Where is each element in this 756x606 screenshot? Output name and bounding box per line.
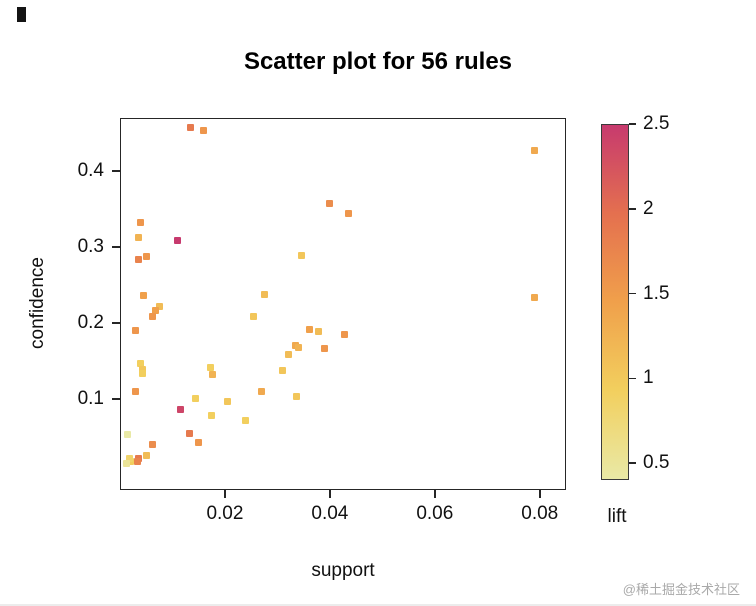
data-point <box>187 123 195 131</box>
data-point <box>155 302 163 310</box>
legend-tick-label: 1 <box>643 367 654 389</box>
data-point <box>139 365 147 373</box>
y-tick-label: 0.1 <box>77 387 104 409</box>
corner-mark <box>17 7 26 22</box>
y-tick-mark <box>112 170 120 172</box>
data-point <box>142 451 150 459</box>
chart-title: Scatter plot for 56 rules <box>243 48 513 75</box>
data-point <box>149 440 157 448</box>
watermark: @稀土掘金技术社区 <box>622 582 740 597</box>
data-point <box>344 210 352 218</box>
data-point <box>279 367 287 375</box>
data-point <box>137 360 145 368</box>
data-point <box>306 325 314 333</box>
data-point <box>138 369 146 377</box>
y-tick-label: 0.3 <box>77 236 104 258</box>
x-tick-label: 0.04 <box>311 503 349 524</box>
legend-tick-label: 2.5 <box>643 113 670 134</box>
y-tick-mark <box>112 398 120 400</box>
data-point <box>191 395 199 403</box>
legend-tick-label: 0.5 <box>643 452 670 474</box>
data-point <box>125 455 133 463</box>
data-point <box>134 234 142 242</box>
data-point <box>531 147 539 155</box>
legend-tick-mark <box>629 208 636 210</box>
data-point <box>200 126 208 134</box>
data-point <box>142 252 150 260</box>
y-axis-label: confidence <box>27 257 48 349</box>
data-point <box>176 406 184 414</box>
legend-tick-label: 1.5 <box>643 282 670 304</box>
data-point <box>293 393 301 401</box>
data-point <box>132 387 140 395</box>
data-point <box>321 345 329 353</box>
legend-tick-mark <box>629 462 636 464</box>
colorbar-gradient <box>601 124 629 480</box>
data-point <box>297 251 305 259</box>
data-point <box>186 429 194 437</box>
y-tick-mark <box>112 322 120 324</box>
legend-tick-mark <box>629 292 636 295</box>
data-point <box>124 431 132 439</box>
data-point <box>209 371 217 379</box>
x-tick-mark <box>539 490 541 498</box>
data-point <box>133 457 141 465</box>
legend-tick-label: 2 <box>643 197 654 219</box>
x-tick-label: 0.06 <box>416 503 454 524</box>
data-point <box>208 412 216 420</box>
data-point <box>137 218 145 226</box>
y-tick-label: 0.4 <box>77 160 104 182</box>
data-point <box>206 363 214 371</box>
data-point <box>341 330 349 338</box>
y-tick-mark <box>112 246 120 248</box>
data-point <box>531 293 539 301</box>
data-point <box>149 312 157 320</box>
data-point <box>122 459 130 467</box>
legend-label: lift <box>607 506 627 527</box>
data-point <box>314 327 322 335</box>
data-point <box>258 387 266 395</box>
x-tick-label: 0.08 <box>521 503 559 524</box>
data-point <box>294 343 302 351</box>
data-point <box>195 439 203 447</box>
data-point <box>140 292 148 300</box>
x-tick-mark <box>224 490 226 498</box>
data-point <box>134 256 142 264</box>
plot-area <box>120 118 566 490</box>
x-tick-label: 0.02 <box>206 503 244 524</box>
x-tick-mark <box>434 490 436 498</box>
legend-tick-mark <box>629 377 636 380</box>
data-point <box>326 199 334 207</box>
bottom-divider <box>0 604 756 606</box>
y-tick-label: 0.2 <box>77 311 104 333</box>
data-point <box>242 416 250 424</box>
data-point <box>152 307 160 315</box>
data-point <box>250 312 258 320</box>
data-point <box>260 290 268 298</box>
data-point <box>224 398 232 406</box>
x-axis-label: support <box>311 560 375 581</box>
data-point <box>174 236 182 244</box>
legend-tick-mark <box>629 123 636 125</box>
x-tick-mark <box>329 490 331 498</box>
data-point <box>132 327 140 335</box>
data-point <box>285 350 293 358</box>
